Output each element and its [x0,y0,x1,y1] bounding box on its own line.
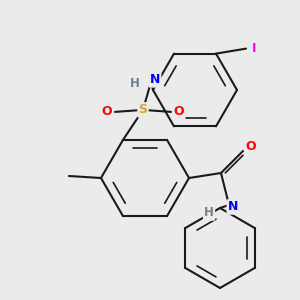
Text: O: O [174,105,184,119]
Text: N: N [228,200,238,214]
Text: H: H [130,77,140,90]
Text: H: H [204,206,214,220]
Text: S: S [139,103,148,116]
Text: N: N [150,74,160,86]
Text: O: O [102,105,112,119]
Text: O: O [246,140,256,152]
Text: I: I [252,42,256,55]
